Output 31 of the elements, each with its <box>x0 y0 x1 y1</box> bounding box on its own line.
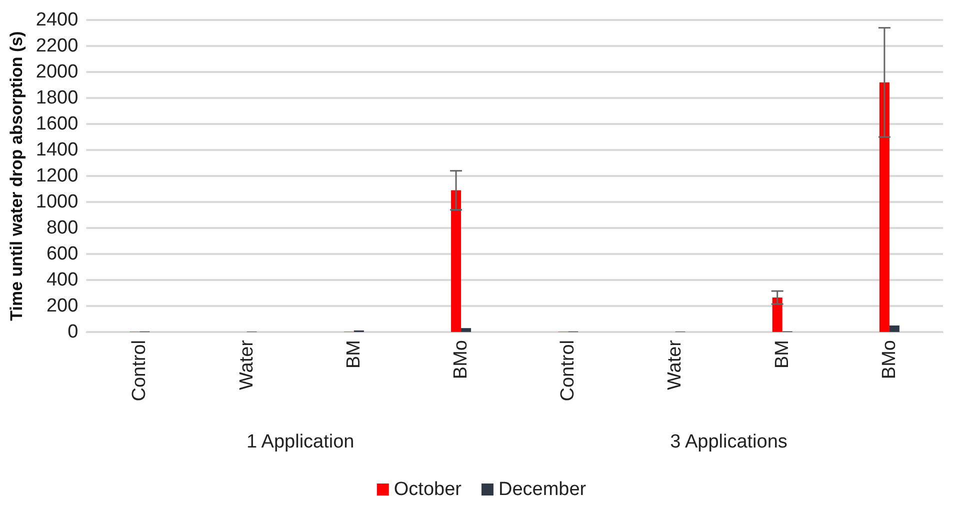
y-tick-label: 600 <box>46 244 78 264</box>
y-tick-label: 1000 <box>36 192 78 212</box>
x-tick-label: BM <box>343 340 364 368</box>
bar <box>451 190 462 332</box>
x-tick-label: Control <box>558 340 579 402</box>
x-tick-label: BMo <box>878 340 900 380</box>
y-tick-label: 800 <box>46 218 78 238</box>
y-tick-label: 1200 <box>36 166 78 186</box>
y-tick-label: 200 <box>46 296 78 316</box>
x-tick-label: Water <box>664 339 686 390</box>
text: 3 Applications <box>670 432 788 452</box>
y-tick-label: 2400 <box>36 10 78 30</box>
bar <box>461 328 472 332</box>
y-tick-label: 1800 <box>36 88 78 108</box>
bar <box>889 326 900 332</box>
text: 1 Application <box>246 432 354 452</box>
legend-label: December <box>498 479 587 500</box>
y-tick-label: 1400 <box>36 140 78 160</box>
y-tick-label: 2000 <box>36 62 78 82</box>
x-tick-label: BMo <box>450 340 472 380</box>
x-tick-label: Control <box>129 340 150 402</box>
y-tick-label: 0 <box>68 322 78 342</box>
legend-label: October <box>394 479 462 500</box>
bar <box>879 82 890 332</box>
bar <box>772 298 782 332</box>
y-axis-title: Time until water drop absorption (s) <box>7 31 26 321</box>
x-tick-label: Water <box>236 339 258 390</box>
y-tick-label: 1600 <box>36 114 78 134</box>
y-tick-label: 2200 <box>36 36 78 56</box>
y-tick-label: 400 <box>46 270 78 290</box>
x-tick-label: BM <box>772 340 793 368</box>
